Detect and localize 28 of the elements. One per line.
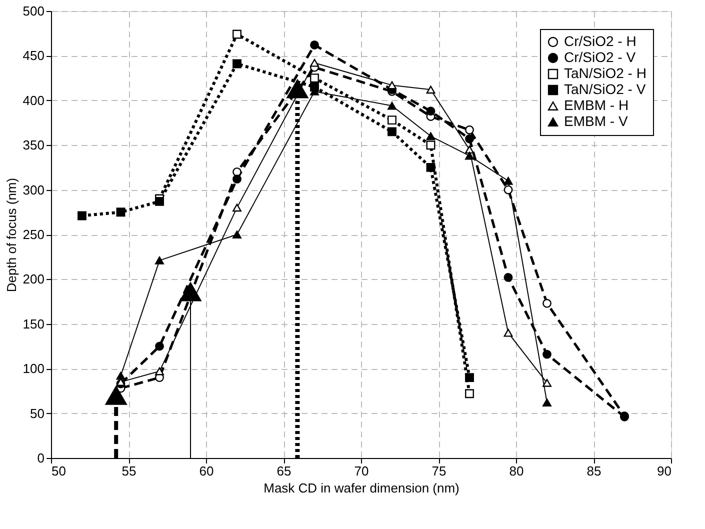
x-tick-label: 60 — [199, 464, 214, 478]
x-tick-label: 75 — [432, 464, 446, 478]
y-tick-label: 350 — [22, 138, 44, 153]
y-tick-label: 0 — [37, 450, 44, 466]
x-axis-title: Mask CD in wafer dimension (nm) — [264, 480, 460, 496]
y-tick-label: 450 — [22, 48, 44, 64]
y-tick-label: 500 — [22, 4, 44, 18]
x-tick-label: 90 — [657, 464, 672, 478]
y-tick-label: 100 — [22, 361, 44, 376]
legend-label: EMBM - V — [564, 113, 628, 129]
x-tick-label: 85 — [586, 464, 602, 478]
y-tick-label: 400 — [22, 92, 44, 108]
x-tick-label: 80 — [509, 464, 524, 478]
legend-label: Cr/SiO2 - V — [564, 49, 636, 65]
x-tick-label: 50 — [52, 464, 66, 478]
legend-label: Cr/SiO2 - H — [564, 33, 636, 49]
y-tick-label: 150 — [22, 316, 44, 332]
y-tick-label: 200 — [22, 272, 44, 287]
y-axis-title: Depth of focus (nm) — [4, 178, 19, 292]
y-tick-label: 50 — [30, 406, 44, 421]
x-tick-label: 55 — [122, 464, 136, 478]
legend-label: TaN/SiO2 - H — [564, 65, 646, 81]
legend-label: EMBM - H — [564, 97, 629, 113]
x-tick-label: 65 — [276, 464, 292, 478]
legend-label: TaN/SiO2 - V — [564, 81, 646, 97]
x-tick-label: 70 — [354, 464, 369, 478]
y-tick-label: 250 — [22, 227, 44, 242]
y-tick-label: 300 — [22, 182, 44, 198]
